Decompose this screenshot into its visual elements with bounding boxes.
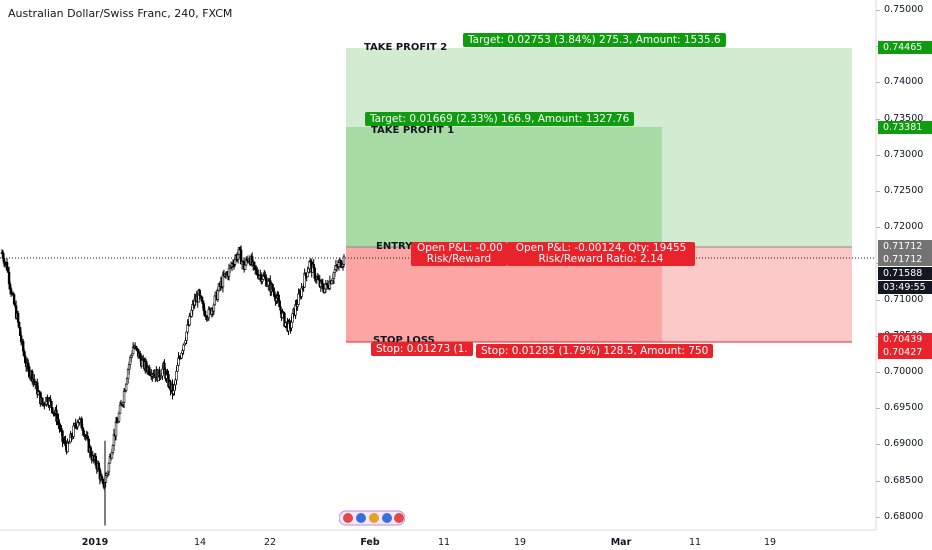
candle-body: [279, 306, 282, 311]
price-tick-mark: [876, 299, 880, 301]
candle-body: [175, 370, 178, 381]
candle-body: [122, 390, 126, 403]
countdown-badge: 03:49:55: [878, 281, 932, 294]
events-badge-graphic: [338, 510, 406, 526]
stop-price-badge-1: 0.70439: [878, 333, 932, 346]
price-tick-mark: [876, 372, 880, 373]
time-tick-2019: 2019: [81, 537, 109, 548]
price-tick-label: 0.68500: [884, 474, 924, 486]
time-tick-22: 22: [263, 537, 277, 548]
price-tick-label: 0.75000: [884, 4, 924, 15]
event-dot-2: [356, 513, 366, 523]
price-tick-mark: [876, 480, 880, 482]
candle-body: [253, 261, 256, 267]
candle-body: [297, 293, 300, 305]
stop-tag-1[interactable]: Stop: 0.01273 (1.: [371, 342, 473, 356]
risk-reward-text-2: Risk/Reward Ratio: 2.14: [538, 253, 664, 265]
candle-body: [117, 412, 121, 422]
events-badge-icon[interactable]: [338, 510, 406, 526]
profit-zone-1[interactable]: [346, 127, 662, 247]
candle-body: [176, 365, 179, 372]
open-pnl-tag-1[interactable]: Open P&L: -0.00 Risk/Reward: [411, 242, 507, 266]
time-tick-14: 14: [193, 537, 207, 548]
open-pnl-tag-2[interactable]: Open P&L: -0.00124, Qty: 19455 Risk/Rewa…: [507, 242, 695, 266]
time-tick-feb-11: 11: [437, 537, 451, 548]
target-1-tag[interactable]: Target: 0.01669 (2.33%) 166.9, Amount: 1…: [365, 112, 635, 126]
event-dot-3: [369, 513, 379, 523]
event-dot-5: [394, 513, 404, 523]
candle-body: [51, 407, 54, 414]
event-dot-4: [382, 513, 392, 523]
tp1-price-badge: 0.73381: [878, 121, 932, 134]
price-tick-label: 0.73500: [884, 112, 924, 124]
candle-body: [50, 401, 53, 408]
price-tick-label: 0.68000: [884, 510, 924, 522]
candle-body: [16, 312, 20, 323]
candle-body: [188, 315, 191, 326]
price-tick-mark: [876, 118, 880, 120]
candle-body: [216, 290, 220, 300]
candle-body: [212, 304, 216, 312]
stop-loss-label: STOP LOSS: [373, 335, 435, 346]
price-tick-mark: [876, 444, 880, 446]
open-pnl-text-1: Open P&L: -0.00: [417, 242, 503, 254]
take-profit-2-label: TAKE PROFIT 2: [364, 42, 448, 53]
target-2-tag[interactable]: Target: 0.02753 (3.84%) 275.3, Amount: 1…: [463, 33, 726, 47]
candle-body: [114, 421, 118, 437]
current-price-badge: 0.71588: [878, 267, 932, 280]
price-tick-mark: [876, 191, 880, 192]
price-tick-mark: [876, 154, 880, 156]
candle-body: [107, 462, 111, 473]
take-profit-1-label: TAKE PROFIT 1: [371, 125, 455, 136]
time-tick-mar-11: 11: [688, 537, 702, 548]
price-tick-mark: [876, 408, 880, 410]
price-tick-label: 0.71000: [884, 293, 924, 305]
candle-body: [342, 256, 346, 265]
stop-price-badge-2: 0.70427: [878, 346, 932, 359]
time-tick-feb-19: 19: [513, 537, 527, 548]
price-tick-label: 0.74000: [884, 76, 924, 88]
open-pnl-text-2: Open P&L: -0.00124, Qty: 19455: [515, 242, 687, 254]
price-tick-label: 0.70000: [884, 366, 924, 377]
price-tick-label: 0.69000: [884, 438, 924, 450]
candle-body: [290, 321, 293, 329]
candle-body: [118, 404, 122, 414]
stop-tag-2[interactable]: Stop: 0.01285 (1.79%) 128.5, Amount: 750: [476, 344, 714, 358]
entry-label: ENTRY: [376, 241, 413, 252]
risk-reward-text-1: Risk/Reward: [426, 253, 492, 265]
event-dot-1: [343, 513, 353, 523]
price-tick-mark: [876, 10, 880, 11]
price-tick-mark: [876, 516, 880, 518]
tp2-price-badge: 0.74465: [878, 41, 932, 54]
time-tick-feb: Feb: [360, 537, 380, 548]
time-tick-mar-19: 19: [763, 537, 777, 548]
chart-title: Australian Dollar/Swiss Franc, 240, FXCM: [8, 7, 233, 20]
candle-series: [0, 245, 346, 526]
time-tick-mar: Mar: [610, 537, 632, 548]
candle-body: [17, 321, 21, 328]
price-tick-mark: [876, 227, 880, 229]
price-tick-label: 0.72000: [884, 221, 924, 233]
price-tick-label: 0.73000: [884, 148, 924, 160]
candle-body: [124, 383, 128, 391]
price-tick-mark: [876, 82, 880, 84]
entry-price-badge-2: 0.71712: [878, 253, 932, 266]
candle-body: [101, 478, 105, 484]
price-tick-label: 0.69500: [884, 402, 924, 414]
candle-body: [306, 271, 309, 277]
price-tick-label: 0.72500: [884, 185, 924, 196]
entry-price-badge-1: 0.71712: [878, 240, 932, 253]
candle-body: [198, 290, 201, 296]
